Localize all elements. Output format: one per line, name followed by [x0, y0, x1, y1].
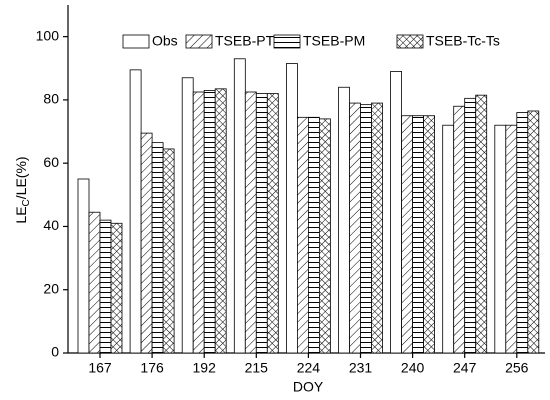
bar	[162, 148, 175, 354]
bar	[338, 86, 350, 354]
y-tick-label: 20	[43, 280, 59, 296]
bar	[181, 77, 194, 354]
bar	[505, 124, 518, 354]
x-tick-label: 192	[193, 360, 217, 376]
x-tick-label: 167	[88, 360, 112, 376]
x-tick-label: 176	[140, 360, 164, 376]
bar	[412, 115, 425, 354]
bar	[390, 71, 403, 354]
bar	[442, 124, 455, 354]
y-label-sub: C	[21, 199, 32, 206]
legend-swatch	[273, 34, 301, 49]
bar	[296, 116, 309, 354]
bar	[203, 90, 216, 354]
bar	[360, 104, 372, 354]
bar	[349, 102, 361, 354]
bar	[266, 93, 279, 354]
x-tick-label: 231	[349, 360, 373, 376]
bar	[151, 142, 164, 354]
y-tick-label: 80	[43, 91, 59, 107]
bar	[464, 97, 477, 354]
bar	[99, 219, 112, 354]
bar	[516, 112, 529, 354]
bar	[88, 211, 101, 354]
x-tick-label: 240	[401, 360, 425, 376]
y-label-main: LE	[13, 206, 29, 223]
legend-swatch	[122, 34, 150, 49]
bar	[494, 124, 507, 354]
bar	[401, 115, 414, 354]
bar	[527, 110, 540, 354]
x-axis-label: DOY	[293, 379, 324, 395]
legend-swatch	[185, 34, 213, 49]
bar	[214, 88, 227, 354]
bar	[423, 115, 436, 354]
bar	[255, 93, 268, 354]
x-tick-label: 224	[297, 360, 321, 376]
bar	[453, 105, 466, 354]
bar	[244, 91, 257, 354]
y-label-rest: /LE(%)	[13, 156, 29, 199]
legend-label: TSEB-PM	[303, 33, 365, 49]
bar	[475, 94, 488, 354]
x-tick-label: 247	[453, 360, 477, 376]
bar	[233, 58, 246, 354]
legend-label: Obs	[152, 33, 178, 49]
bar	[318, 118, 331, 354]
bar	[285, 63, 298, 354]
y-axis-label: LEC/LE(%)	[13, 156, 32, 223]
bar	[371, 102, 383, 354]
y-tick-label: 0	[51, 344, 59, 360]
bar	[140, 132, 153, 354]
bar	[307, 116, 320, 354]
bar	[192, 91, 205, 354]
bar	[77, 178, 90, 354]
legend-label: TSEB-Tc-Ts	[426, 33, 500, 49]
y-tick-label: 60	[43, 154, 59, 170]
y-tick-label: 40	[43, 217, 59, 233]
bar	[129, 69, 142, 354]
y-tick-label: 100	[36, 27, 60, 43]
legend-swatch	[396, 34, 424, 49]
legend-label: TSEB-PT	[215, 33, 275, 49]
x-tick-label: 215	[245, 360, 269, 376]
x-tick-label: 256	[505, 360, 529, 376]
bar	[110, 222, 123, 354]
